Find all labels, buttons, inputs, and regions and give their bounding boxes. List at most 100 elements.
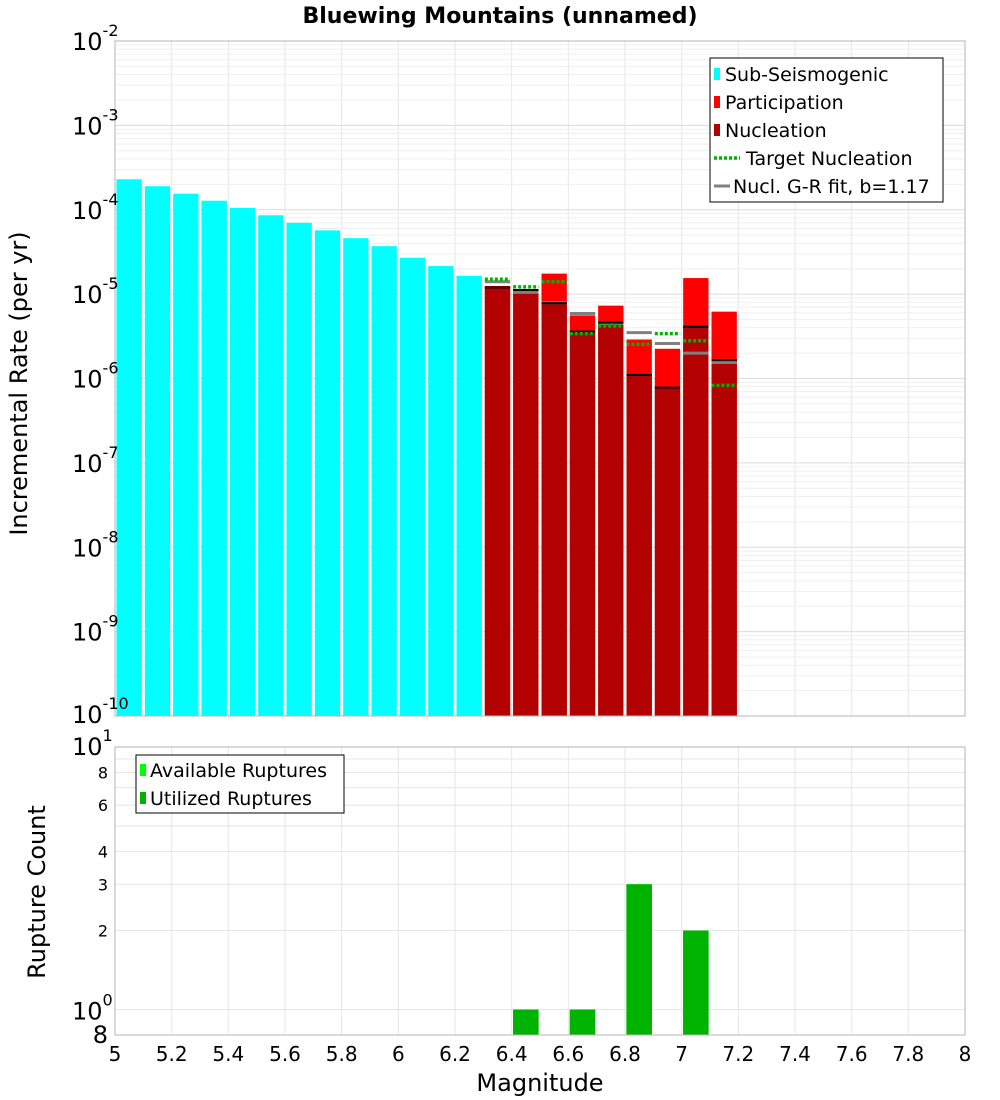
x-tick-label: 7.4 <box>779 1042 811 1066</box>
top-y-tick-label-exp: -2 <box>103 21 119 40</box>
sub-seismogenic-bar <box>116 179 142 716</box>
x-tick-label: 6.6 <box>552 1042 584 1066</box>
bottom-y-tick-label: 8 <box>98 763 108 782</box>
top-y-tick-label-exp: -10 <box>103 694 129 713</box>
x-tick-label: 5.6 <box>269 1042 301 1066</box>
bottom-y-tick-label: 101 <box>72 726 113 761</box>
top-y-tick-label: 10-10 <box>72 694 129 729</box>
sub-seismogenic-bar <box>258 215 284 717</box>
nucleation-bar <box>626 375 652 716</box>
legend-swatch <box>714 96 720 108</box>
utilized-ruptures-bar <box>683 930 709 1035</box>
x-tick-label: 6.4 <box>496 1042 528 1066</box>
bottom-legend-box <box>135 754 345 814</box>
top-y-axis-title: Incremental Rate (per yr) <box>5 231 33 535</box>
legend-label: Nucl. G-R fit, b=1.17 <box>733 176 930 198</box>
bottom-y-tick-label: 4 <box>98 842 108 861</box>
top-y-tick-label-base: 10 <box>72 534 103 562</box>
bottom-bars <box>513 884 709 1035</box>
top-y-tick-label-base: 10 <box>72 28 103 56</box>
sub-seismogenic-bar <box>286 222 312 716</box>
top-y-tick-label-base: 10 <box>72 197 103 225</box>
sub-seismogenic-bar <box>144 186 171 716</box>
bottom-legend-swatch <box>140 792 146 804</box>
x-tick-label: 6.2 <box>439 1042 471 1066</box>
top-y-tick-label-base: 10 <box>72 450 103 478</box>
x-tick-label: 8 <box>959 1042 972 1066</box>
nucleation-bar <box>654 387 681 716</box>
bottom-y-tick-label: 8 <box>93 1021 108 1049</box>
nucleation-bar <box>711 360 737 716</box>
top-y-tick-label-base: 10 <box>72 619 103 647</box>
top-y-tick-label-exp: -4 <box>103 190 119 209</box>
top-y-tick-label-base: 10 <box>72 281 103 309</box>
x-tick-label: 5.8 <box>326 1042 358 1066</box>
bottom-legend-swatch <box>140 764 146 776</box>
x-tick-label: 6.8 <box>609 1042 641 1066</box>
sub-seismogenic-bar <box>428 266 454 716</box>
bottom-legend: Available Ruptures Utilized Ruptures <box>135 754 345 814</box>
sub-seismogenic-bar <box>343 238 369 716</box>
bottom-legend-label: Utilized Ruptures <box>150 788 312 810</box>
top-y-tick-label-exp: -7 <box>103 443 119 462</box>
x-tick-label: 7.2 <box>722 1042 754 1066</box>
top-y-tick-label-exp: -9 <box>103 612 119 631</box>
top-y-tick-label: 10-9 <box>72 612 119 647</box>
bottom-y-tick-label-exp: 1 <box>103 726 113 745</box>
top-y-tick-labels: 10-210-310-410-510-610-710-810-910-10 <box>72 21 129 729</box>
legend-label: Nucleation <box>725 120 827 142</box>
top-y-tick-label-exp: -3 <box>103 105 119 124</box>
utilized-ruptures-bar <box>626 884 652 1035</box>
bottom-y-axis-title: Rupture Count <box>23 805 51 979</box>
top-y-tick-label-base: 10 <box>72 366 103 394</box>
legend-box <box>709 57 944 203</box>
bottom-y-tick-label-exp: 0 <box>103 991 113 1010</box>
x-tick-label: 5 <box>109 1042 122 1066</box>
utilized-ruptures-bar <box>513 1009 539 1035</box>
bottom-y-tick-label: 2 <box>98 922 108 941</box>
legend-label: Sub-Seismogenic <box>725 64 889 86</box>
nucleation-bar <box>541 303 567 716</box>
top-y-tick-label: 10-4 <box>72 190 119 225</box>
legend-swatch <box>714 124 720 136</box>
top-y-tick-label: 10-3 <box>72 105 119 140</box>
top-y-tick-label-exp: -5 <box>103 274 119 293</box>
x-axis-title: Magnitude <box>476 1069 603 1097</box>
x-tick-label: 5.4 <box>212 1042 244 1066</box>
top-y-tick-label-exp: -8 <box>103 527 119 546</box>
top-y-tick-label: 10-5 <box>72 274 119 309</box>
legend-label: Participation <box>725 92 844 114</box>
nucleation-bar <box>598 322 624 716</box>
legend-label: Target Nucleation <box>745 148 913 170</box>
top-legend: Sub-Seismogenic Participation Nucleation Ta… <box>709 57 944 203</box>
top-y-tick-label-exp: -6 <box>103 359 119 378</box>
sub-seismogenic-bar <box>173 193 199 716</box>
sub-seismogenic-bar <box>314 230 341 716</box>
top-y-tick-label-base: 10 <box>72 112 103 140</box>
nucleation-bar <box>513 289 539 716</box>
nucleation-bar <box>484 287 511 716</box>
bottom-legend-label: Available Ruptures <box>150 760 327 782</box>
sub-seismogenic-bar <box>399 257 426 716</box>
legend-swatch <box>714 68 720 80</box>
top-y-tick-label-base: 10 <box>72 701 103 729</box>
nucleation-bar <box>683 326 709 716</box>
x-tick-label: 6 <box>392 1042 405 1066</box>
x-tick-labels: 5 5.2 5.4 5.6 5.8 6 6.2 6.4 6.6 6.8 7 7.2 7.4 7.6 7.8 8 <box>109 1042 972 1066</box>
top-markers <box>484 277 737 389</box>
bottom-y-tick-label-base: 10 <box>72 998 103 1026</box>
bottom-y-tick-label: 6 <box>98 796 108 815</box>
sub-seismogenic-bar <box>201 200 227 716</box>
x-tick-label: 7.8 <box>892 1042 924 1066</box>
x-tick-label: 7 <box>675 1042 688 1066</box>
top-y-tick-label: 10-2 <box>72 21 119 56</box>
top-y-tick-label: 10-6 <box>72 359 119 394</box>
bottom-y-tick-label-base: 10 <box>72 733 103 761</box>
bottom-y-tick-label: 100 <box>72 991 113 1026</box>
bottom-y-tick-label: 3 <box>98 875 108 894</box>
utilized-ruptures-bar <box>569 1009 596 1035</box>
top-bars <box>116 179 737 717</box>
nucleation-bar <box>569 331 596 716</box>
